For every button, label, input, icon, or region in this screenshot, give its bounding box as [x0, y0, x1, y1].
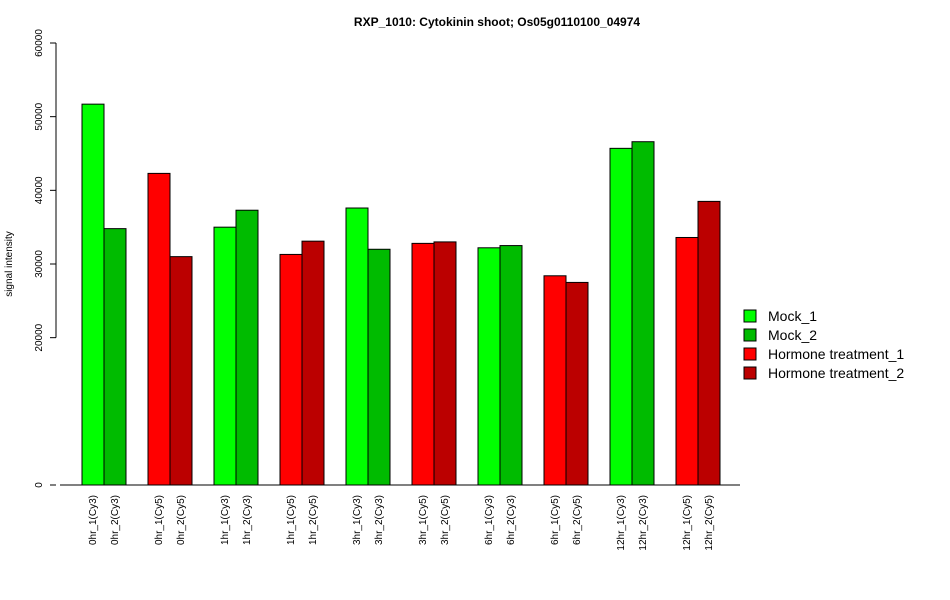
- x-tick-label: 6hr_1(Cy5): [550, 495, 561, 545]
- legend-label: Hormone treatment_1: [768, 346, 904, 362]
- x-tick-label: 6hr_2(Cy5): [572, 495, 583, 545]
- x-tick-label: 3hr_1(Cy5): [418, 495, 429, 545]
- legend: Mock_1 Mock_2 Hormone treatment_1 Hormone t…: [743, 308, 904, 381]
- bar: [697, 200, 721, 486]
- x-tick-label: 1hr_2(Cy3): [242, 495, 253, 545]
- chart-title: RXP_1010: Cytokinin shoot; Os05g0110100_…: [354, 15, 640, 29]
- bar: [367, 248, 391, 486]
- y-tick-label: 50000: [34, 102, 45, 130]
- bar: [345, 207, 369, 486]
- x-tick-label: 12hr_2(Cy3): [638, 495, 649, 551]
- bar: [477, 247, 501, 486]
- bar: [235, 209, 259, 486]
- legend-swatch: [743, 328, 757, 342]
- bar: [433, 241, 457, 486]
- legend-swatch: [743, 347, 757, 361]
- x-tick-label: 6hr_1(Cy3): [484, 495, 495, 545]
- x-tick-label: 3hr_1(Cy3): [352, 495, 363, 545]
- bar: [103, 228, 127, 486]
- bar: [169, 256, 193, 486]
- x-tick-label: 6hr_2(Cy3): [506, 495, 517, 545]
- legend-label: Mock_1: [768, 308, 817, 324]
- bar: [565, 281, 589, 486]
- bar: [631, 141, 655, 486]
- x-tick-label: 1hr_1(Cy3): [220, 495, 231, 545]
- y-tick-label: 40000: [34, 176, 45, 204]
- bar: [411, 242, 435, 486]
- legend-swatch: [743, 309, 757, 323]
- legend-label: Mock_2: [768, 327, 817, 343]
- bar: [81, 103, 105, 486]
- bar: [301, 240, 325, 486]
- x-tick-label: 12hr_2(Cy5): [704, 495, 715, 551]
- bar: [279, 253, 303, 486]
- x-tick-label: 0hr_1(Cy3): [88, 495, 99, 545]
- x-tick-label: 3hr_2(Cy5): [440, 495, 451, 545]
- bar: [213, 226, 237, 486]
- y-tick-label: 60000: [34, 29, 45, 57]
- legend-label: Hormone treatment_2: [768, 365, 904, 381]
- bar: [609, 147, 633, 486]
- x-tick-label: 12hr_1(Cy5): [682, 495, 693, 551]
- bar: [675, 236, 699, 486]
- legend-swatch: [743, 366, 757, 380]
- y-tick-label: 30000: [34, 250, 45, 278]
- x-tick-label: 1hr_1(Cy5): [286, 495, 297, 545]
- x-tick-label: 3hr_2(Cy3): [374, 495, 385, 545]
- x-tick-label: 12hr_1(Cy3): [616, 495, 627, 551]
- bars: [81, 103, 721, 486]
- y-axis: 0 20000 30000 40000 50000 60000: [34, 29, 57, 488]
- y-axis-label: signal intensity: [4, 231, 15, 297]
- x-tick-label: 0hr_2(Cy5): [176, 495, 187, 545]
- x-tick-label: 0hr_2(Cy3): [110, 495, 121, 545]
- y-tick-label: 0: [34, 482, 45, 488]
- bar: [147, 172, 171, 486]
- x-tick-label: 0hr_1(Cy5): [154, 495, 165, 545]
- x-tick-label: 1hr_2(Cy5): [308, 495, 319, 545]
- x-tick-labels: 0hr_1(Cy3) 0hr_2(Cy3) 0hr_1(Cy5) 0hr_2(Cy5)…: [88, 495, 715, 551]
- y-tick-label: 20000: [34, 323, 45, 351]
- bar: [499, 245, 523, 486]
- bar: [543, 275, 567, 486]
